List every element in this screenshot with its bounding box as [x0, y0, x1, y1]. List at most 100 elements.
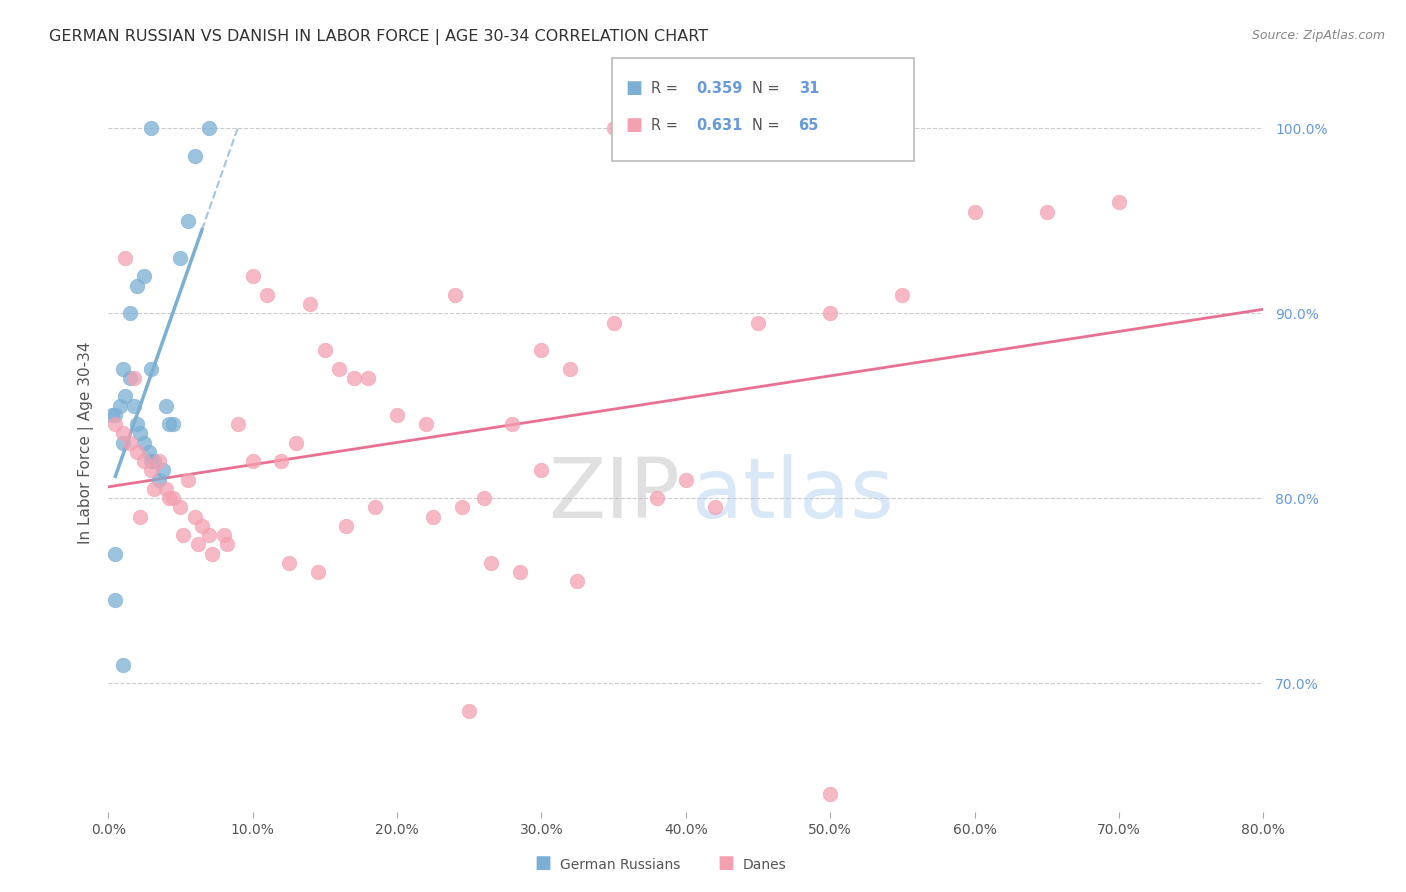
Point [114, 251, 136, 265]
Point [530, 463, 553, 477]
Point [307, 565, 329, 579]
Point [157, 417, 180, 432]
Point [201, 547, 224, 561]
Point [122, 371, 145, 385]
Point [169, 500, 191, 515]
Point [176, 473, 198, 487]
Text: ■: ■ [626, 79, 643, 97]
Point [242, 454, 264, 468]
Point [451, 500, 474, 515]
Point [567, 574, 589, 589]
Point [277, 556, 299, 570]
Point [198, 528, 221, 542]
Point [143, 454, 166, 468]
Text: German Russians: German Russians [560, 858, 681, 872]
Point [104, 417, 127, 432]
Point [111, 361, 134, 376]
Point [111, 435, 134, 450]
Point [747, 316, 769, 330]
Point [104, 547, 127, 561]
Point [162, 417, 184, 432]
Point [472, 491, 495, 505]
Point [357, 371, 380, 385]
Text: ZIP: ZIP [548, 454, 681, 535]
Point [141, 121, 163, 136]
Point [155, 482, 177, 496]
Text: atlas: atlas [692, 454, 893, 535]
Point [335, 519, 357, 533]
Point [256, 288, 278, 302]
Point [118, 371, 141, 385]
Point [675, 473, 697, 487]
Point [155, 399, 177, 413]
Point [385, 408, 408, 422]
Point [148, 473, 170, 487]
Text: ■: ■ [626, 116, 643, 134]
Point [963, 204, 986, 219]
Text: GERMAN RUSSIAN VS DANISH IN LABOR FORCE | AGE 30-34 CORRELATION CHART: GERMAN RUSSIAN VS DANISH IN LABOR FORCE … [49, 29, 709, 45]
Text: 31: 31 [799, 81, 818, 96]
Point [138, 445, 160, 459]
Point [104, 592, 127, 607]
Point [101, 408, 124, 422]
Point [215, 537, 238, 551]
Point [703, 500, 725, 515]
Point [169, 251, 191, 265]
Text: ■: ■ [717, 855, 734, 872]
Point [458, 704, 481, 718]
Point [891, 288, 914, 302]
Text: 65: 65 [799, 118, 818, 133]
Point [422, 509, 444, 524]
Point [125, 278, 148, 293]
Point [108, 399, 131, 413]
Point [184, 509, 207, 524]
Point [114, 390, 136, 404]
Point [560, 361, 582, 376]
Point [111, 426, 134, 441]
Point [125, 417, 148, 432]
Point [602, 316, 624, 330]
Text: 0.631: 0.631 [696, 118, 742, 133]
Point [129, 426, 152, 441]
Text: N =: N = [752, 81, 785, 96]
Point [122, 399, 145, 413]
Point [198, 121, 221, 136]
Point [270, 454, 292, 468]
Point [530, 343, 553, 358]
Point [143, 482, 166, 496]
Point [314, 343, 336, 358]
Point [187, 537, 209, 551]
Point [172, 528, 194, 542]
Text: Danes: Danes [742, 858, 786, 872]
Point [328, 361, 350, 376]
Point [364, 500, 387, 515]
Point [111, 657, 134, 672]
Point [118, 435, 141, 450]
Point [242, 269, 264, 284]
Point [1035, 204, 1057, 219]
Point [152, 463, 174, 477]
Point [212, 528, 235, 542]
Point [299, 297, 322, 311]
Point [157, 491, 180, 505]
Point [129, 509, 152, 524]
Point [148, 454, 170, 468]
Point [226, 417, 249, 432]
Point [141, 463, 163, 477]
Point [443, 288, 465, 302]
Point [1108, 195, 1130, 210]
Text: R =: R = [651, 118, 682, 133]
Point [191, 519, 214, 533]
Point [125, 445, 148, 459]
Point [118, 306, 141, 320]
Point [176, 214, 198, 228]
Point [818, 787, 841, 801]
Point [134, 454, 156, 468]
Point [602, 121, 624, 136]
Text: N =: N = [752, 118, 785, 133]
Point [134, 435, 156, 450]
Point [141, 454, 163, 468]
Point [501, 417, 523, 432]
Text: ■: ■ [534, 855, 551, 872]
Point [134, 269, 156, 284]
